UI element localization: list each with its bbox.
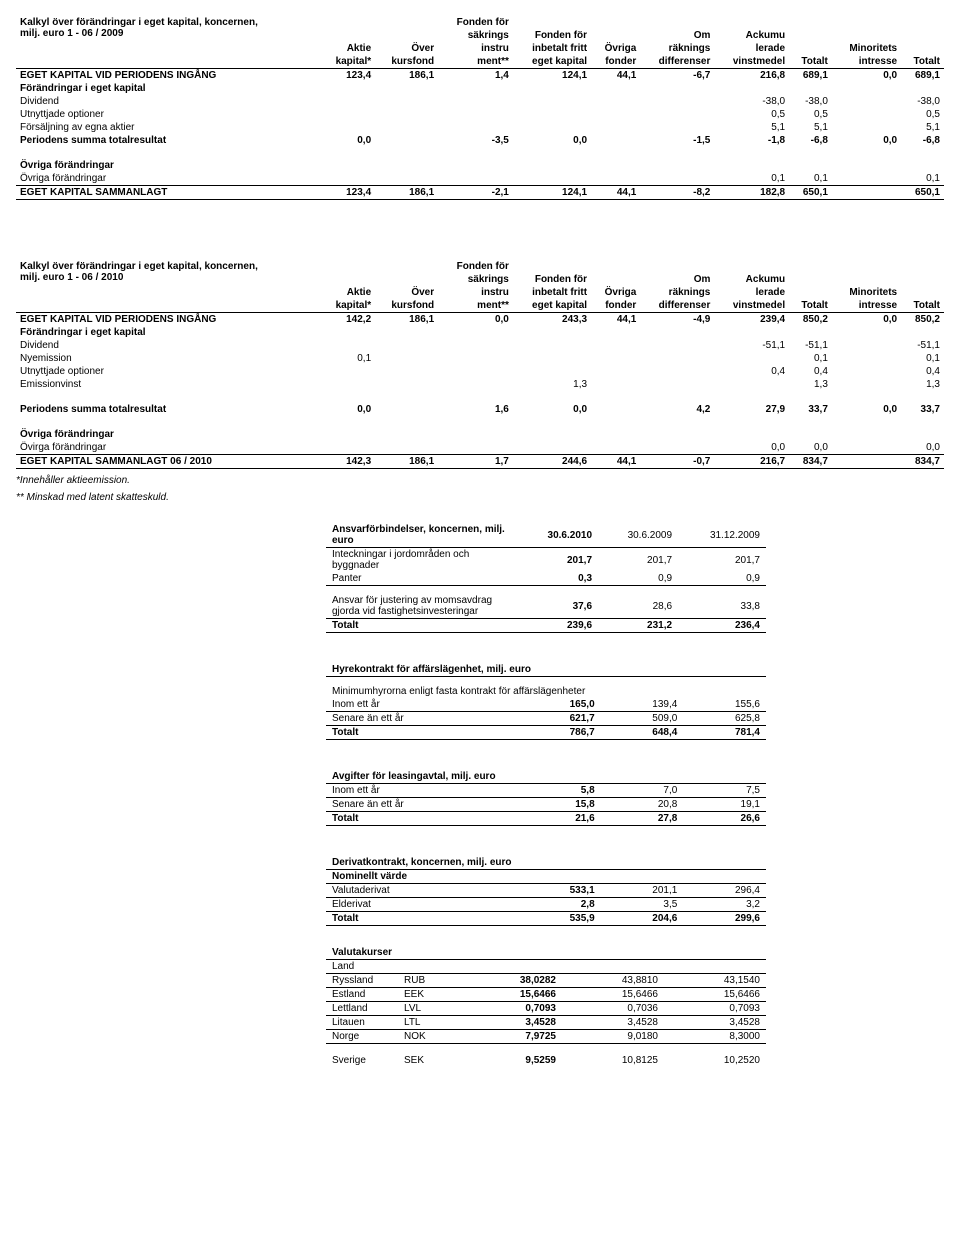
table-row: Totalt535,9204,6299,6 (326, 912, 766, 926)
table-row: Övirga förändringar0,00,00,0 (16, 441, 944, 455)
rental-contracts-table: Hyrekontrakt för affärslägenhet, milj. e… (326, 663, 766, 740)
table-row: SverigeSEK9,525910,812510,2520 (326, 1054, 766, 1067)
equity-changes-2009-table: Kalkyl över förändringar i eget kapital,… (16, 16, 944, 200)
table-row: Panter0,30,90,9 (326, 572, 766, 586)
contingent-liabilities-table: Ansvarförbindelser, koncernen, milj. eur… (326, 523, 766, 633)
table-row: Totalt21,627,826,6 (326, 812, 766, 826)
footnote: ** Minskad med latent skatteskuld. (16, 492, 944, 503)
equity-changes-2010-table: Kalkyl över förändringar i eget kapital,… (16, 260, 944, 469)
table-row: Periodens summa totalresultat0,01,60,04,… (16, 403, 944, 416)
table-row: Valutaderivat533,1201,1296,4 (326, 884, 766, 898)
table-title-period: milj. euro 1 - 06 / 2010 (20, 272, 123, 283)
table-row: Nyemission0,10,10,1 (16, 352, 944, 365)
table-row: Senare än ett år15,820,819,1 (326, 798, 766, 812)
table-row: Övriga förändringar0,10,10,1 (16, 172, 944, 186)
table-row: Senare än ett år621,7509,0625,8 (326, 712, 766, 726)
table-row: Inteckningar i jordområden och byggnader… (326, 548, 766, 573)
table-row: Utnyttjade optioner0,50,50,5 (16, 108, 944, 121)
table-row: LettlandLVL0,70930,70360,7093 (326, 1002, 766, 1016)
table-row: EGET KAPITAL VID PERIODENS INGÅNG142,218… (16, 313, 944, 327)
table-row: Periodens summa totalresultat0,0-3,50,0-… (16, 134, 944, 147)
table-title: Kalkyl över förändringar i eget kapital,… (20, 17, 258, 28)
table-row: Försäljning av egna aktier5,15,15,1 (16, 121, 944, 134)
table-row: LitauenLTL3,45283,45283,4528 (326, 1016, 766, 1030)
footnote: *Innehåller aktieemission. (16, 475, 944, 486)
exchange-rates-table: Valutakurser Land RysslandRUB38,028243,8… (326, 946, 766, 1067)
table-row: EGET KAPITAL VID PERIODENS INGÅNG 123,41… (16, 69, 944, 83)
table-title-period: milj. euro 1 - 06 / 2009 (20, 28, 123, 39)
table-row: Emissionvinst1,31,31,3 (16, 378, 944, 391)
leasing-fees-table: Avgifter för leasingavtal, milj. euro In… (326, 770, 766, 826)
table-row: Elderivat2,83,53,2 (326, 898, 766, 912)
table-row: RysslandRUB38,028243,881043,1540 (326, 974, 766, 988)
table-title: Kalkyl över förändringar i eget kapital,… (20, 261, 258, 272)
table-row: Ansvar för justering av momsavdrag gjord… (326, 594, 766, 619)
table-row: NorgeNOK7,97259,01808,3000 (326, 1030, 766, 1044)
table-row: Dividend-38,0-38,0-38,0 (16, 95, 944, 108)
table-row: Totalt786,7648,4781,4 (326, 726, 766, 740)
table-row: Utnyttjade optioner0,40,40,4 (16, 365, 944, 378)
derivative-contracts-table: Derivatkontrakt, koncernen, milj. euro N… (326, 856, 766, 926)
table-row: Inom ett år5,87,07,5 (326, 784, 766, 798)
table-row: EGET KAPITAL SAMMANLAGT 06 / 2010142,318… (16, 455, 944, 469)
table-row: Inom ett år165,0139,4155,6 (326, 698, 766, 712)
table-row: EstlandEEK15,646615,646615,6466 (326, 988, 766, 1002)
table-row: Dividend-51,1-51,1-51,1 (16, 339, 944, 352)
table-row: Totalt239,6231,2236,4 (326, 619, 766, 633)
table-row: EGET KAPITAL SAMMANLAGT123,4186,1-2,1124… (16, 186, 944, 200)
